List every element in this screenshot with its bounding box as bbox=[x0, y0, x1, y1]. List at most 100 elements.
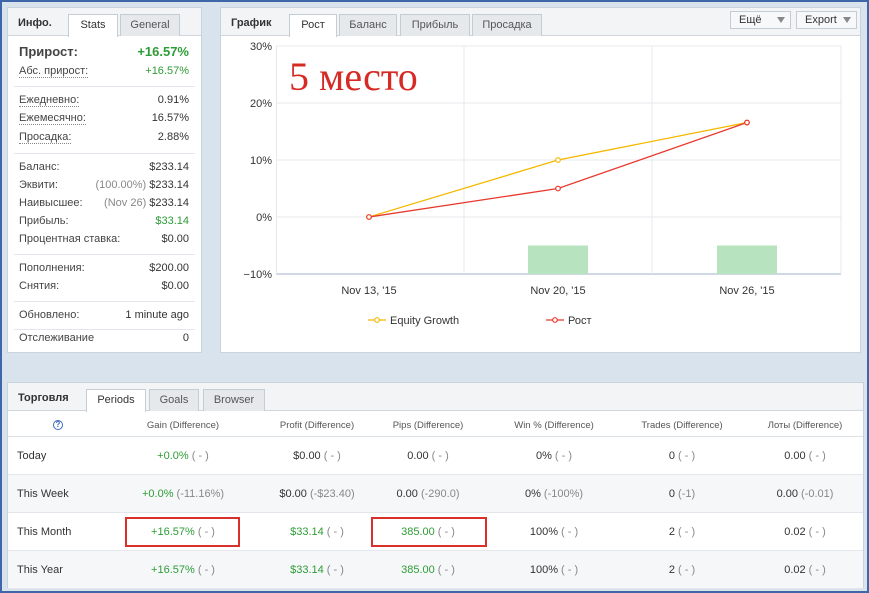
tab-balance[interactable]: Баланс bbox=[339, 14, 397, 36]
equity-value-wrap: (100.00%) $233.14 bbox=[95, 179, 189, 191]
trading-tabbar: Торговля Periods Goals Browser bbox=[8, 383, 863, 412]
cell-gain: +16.57% ( - ) bbox=[151, 526, 215, 538]
highest-note: (Nov 26) bbox=[104, 197, 147, 209]
col-trades[interactable]: Trades (Difference) bbox=[641, 420, 723, 431]
cell-gain: +16.57% ( - ) bbox=[151, 564, 215, 576]
highlight-gain-month bbox=[125, 517, 240, 547]
abs-growth-label[interactable]: Абс. прирост: bbox=[19, 65, 89, 78]
highest-value: $233.14 bbox=[149, 197, 189, 209]
tracking-value: 0 bbox=[182, 332, 189, 344]
growth-value: +16.57% bbox=[137, 44, 189, 59]
y-tick-label: −10% bbox=[244, 269, 273, 281]
cell-value: $0.00 bbox=[279, 488, 310, 500]
tab-general[interactable]: General bbox=[120, 14, 180, 36]
divider bbox=[14, 153, 195, 154]
chart-title: График bbox=[231, 17, 272, 29]
abs-growth-value: +16.57% bbox=[145, 65, 189, 77]
chart-legend: Equity Growth Рост bbox=[368, 315, 592, 327]
col-gain[interactable]: Gain (Difference) bbox=[146, 420, 220, 431]
cell-difference: ( - ) bbox=[808, 564, 826, 576]
equity-value: $233.14 bbox=[149, 179, 189, 191]
cell-trades: 0 ( - ) bbox=[669, 450, 695, 462]
cell-value: 0.00 bbox=[784, 450, 809, 462]
col-profit[interactable]: Profit (Difference) bbox=[279, 420, 355, 431]
series-line bbox=[368, 121, 748, 218]
y-tick-label: 0% bbox=[256, 212, 272, 224]
abs-growth-row: Абс. прирост: +16.57% bbox=[19, 65, 189, 81]
tab-goals[interactable]: Goals bbox=[149, 389, 199, 411]
table-row: This Month +16.57% ( - ) $33.14 ( - ) 385.0… bbox=[8, 513, 863, 551]
col-lots[interactable]: Лоты (Difference) bbox=[767, 420, 843, 431]
cell-difference: ( - ) bbox=[678, 526, 696, 538]
equity-note: (100.00%) bbox=[95, 179, 147, 191]
profit-label: Прибыль: bbox=[19, 215, 69, 227]
daily-row: Ежедневно: 0.91% bbox=[19, 94, 189, 110]
info-tabbar: Инфо. Stats General bbox=[8, 8, 201, 37]
cell-difference: ( - ) bbox=[323, 450, 341, 462]
cell-difference: (-$23.40) bbox=[309, 488, 355, 500]
series-point bbox=[555, 157, 561, 163]
drawdown-label[interactable]: Просадка: bbox=[19, 131, 72, 144]
tab-browser[interactable]: Browser bbox=[203, 389, 265, 411]
row-label: This Month bbox=[17, 526, 72, 538]
cell-value: +16.57% bbox=[151, 526, 198, 538]
help-icon[interactable]: ? bbox=[53, 420, 63, 430]
cell-value: +0.0% bbox=[157, 450, 192, 462]
info-panel: Инфо. Stats General Прирост: +16.57% Абс… bbox=[7, 7, 202, 353]
tab-drawdown[interactable]: Просадка bbox=[472, 14, 542, 36]
cell-pips: 385.00 ( - ) bbox=[401, 526, 455, 538]
cell-value: 385.00 bbox=[401, 526, 438, 538]
row-label: Today bbox=[17, 450, 47, 462]
cell-difference: (-0.01) bbox=[801, 488, 834, 500]
cell-pips: 0.00 ( - ) bbox=[407, 450, 449, 462]
balance-value: $233.14 bbox=[149, 161, 189, 173]
withdrawals-row: Снятия: $0.00 bbox=[19, 280, 189, 296]
cell-difference: ( - ) bbox=[808, 526, 826, 538]
row-label: This Week bbox=[17, 488, 69, 500]
chart-bars bbox=[528, 245, 777, 274]
cell-difference: ( - ) bbox=[431, 450, 449, 462]
tab-profit[interactable]: Прибыль bbox=[400, 14, 470, 36]
divider bbox=[14, 254, 195, 255]
row-label: This Year bbox=[17, 564, 63, 576]
monthly-value: 16.57% bbox=[151, 112, 189, 124]
cell-trades: 2 ( - ) bbox=[669, 564, 695, 576]
cell-value: $33.14 bbox=[290, 564, 327, 576]
cell-trades: 0 (-1) bbox=[669, 488, 695, 500]
tab-stats[interactable]: Stats bbox=[68, 14, 118, 37]
monthly-label[interactable]: Ежемесячно: bbox=[19, 112, 86, 125]
cell-win: 0% (-100%) bbox=[525, 488, 583, 500]
cell-gain: +0.0% ( - ) bbox=[157, 450, 209, 462]
x-tick-label: Nov 20, '15 bbox=[530, 285, 585, 297]
growth-chart: 30%20%10%0%−10% Nov 13, '15 Nov 20, '15 No… bbox=[244, 41, 842, 327]
cell-profit: $33.14 ( - ) bbox=[290, 526, 344, 538]
bar bbox=[717, 245, 777, 274]
cell-value: 0% bbox=[535, 450, 555, 462]
tab-periods[interactable]: Periods bbox=[86, 389, 146, 412]
col-pips[interactable]: Pips (Difference) bbox=[392, 420, 464, 431]
cell-difference: ( - ) bbox=[437, 526, 455, 538]
bar bbox=[528, 245, 588, 274]
cell-difference: ( - ) bbox=[561, 564, 579, 576]
highlight-pips-month bbox=[371, 517, 487, 547]
export-dropdown[interactable]: Export bbox=[796, 11, 857, 29]
cell-difference: ( - ) bbox=[678, 564, 696, 576]
more-label: Ещё bbox=[739, 14, 762, 26]
cell-trades: 2 ( - ) bbox=[669, 526, 695, 538]
profit-value: $33.14 bbox=[155, 215, 189, 227]
cell-difference: ( - ) bbox=[197, 564, 215, 576]
chart-lines bbox=[366, 119, 750, 220]
divider bbox=[14, 301, 195, 302]
divider bbox=[14, 86, 195, 87]
deposits-value: $200.00 bbox=[149, 262, 189, 274]
interest-row: Процентная ставка: $0.00 bbox=[19, 233, 189, 249]
withdrawals-label: Снятия: bbox=[19, 280, 60, 292]
col-win[interactable]: Win % (Difference) bbox=[514, 420, 594, 431]
daily-label[interactable]: Ежедневно: bbox=[19, 94, 80, 107]
cell-value: $0.00 bbox=[293, 450, 324, 462]
cell-win: 0% ( - ) bbox=[536, 450, 572, 462]
more-dropdown[interactable]: Ещё bbox=[730, 11, 791, 29]
cell-difference: ( - ) bbox=[561, 526, 579, 538]
cell-profit: $0.00 ( - ) bbox=[293, 450, 341, 462]
tab-growth[interactable]: Рост bbox=[289, 14, 337, 37]
